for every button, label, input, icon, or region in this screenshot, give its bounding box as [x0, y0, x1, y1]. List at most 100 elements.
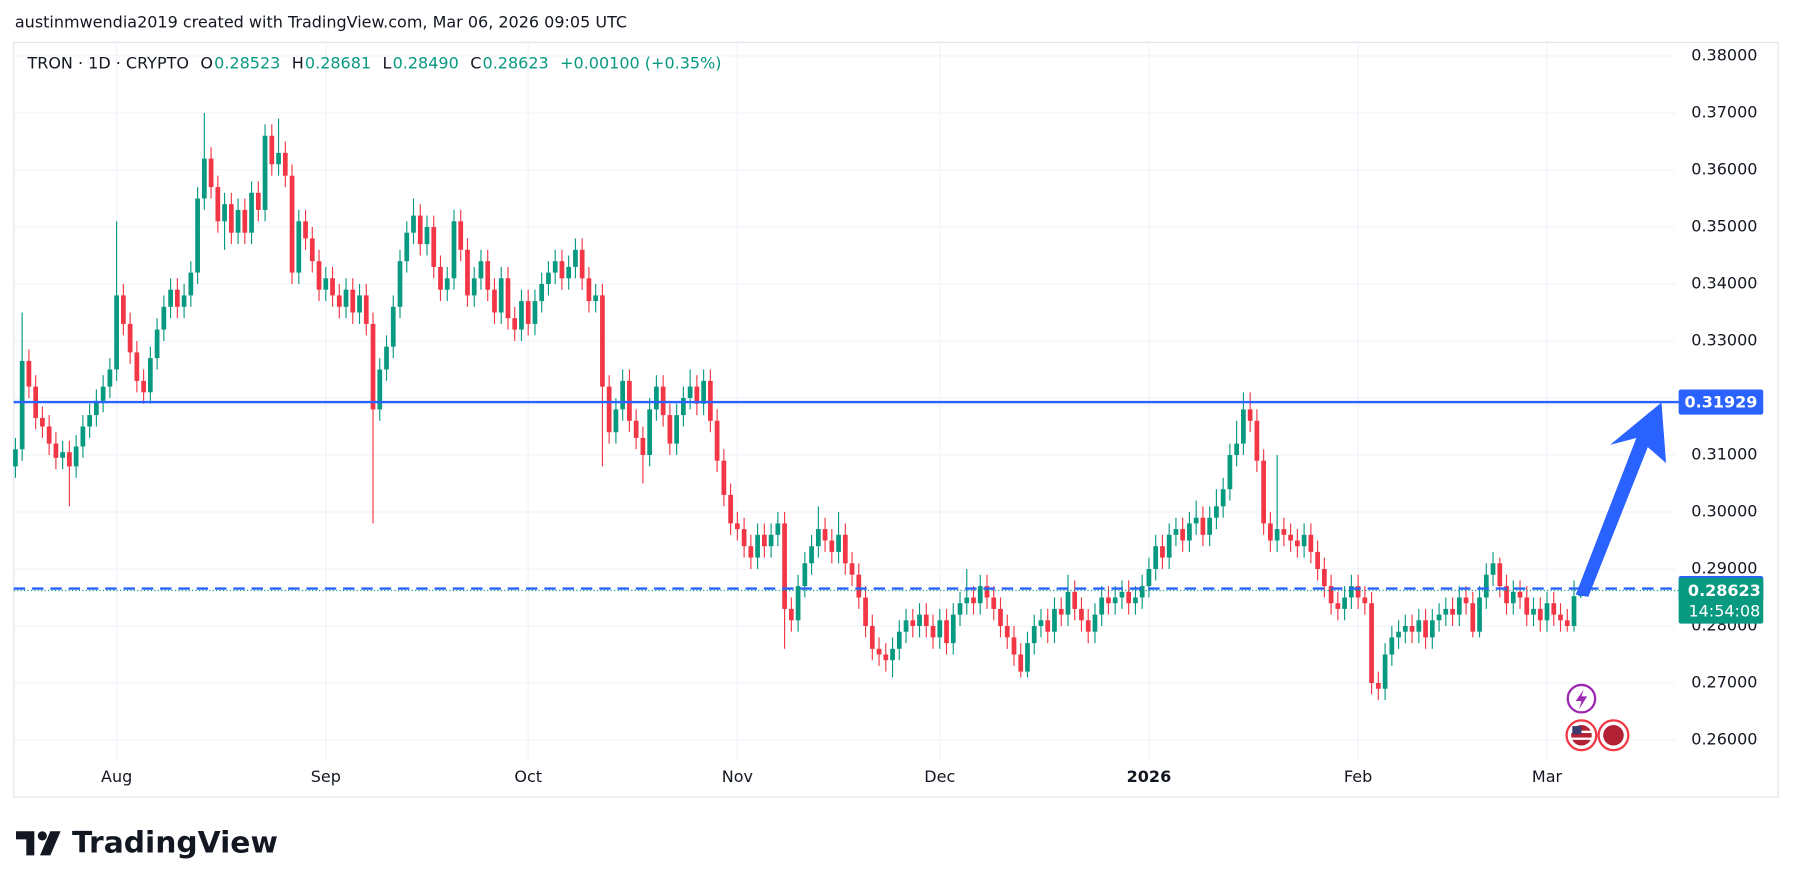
candle-body	[417, 215, 423, 245]
candle-body	[195, 198, 200, 273]
y-tick-label: 0.34000	[1691, 273, 1757, 292]
candle-body	[363, 295, 369, 324]
candle-body	[505, 278, 511, 319]
candle-body	[1207, 517, 1213, 535]
candle-body	[647, 409, 653, 455]
candle-body	[539, 283, 545, 302]
candle-body	[917, 614, 922, 627]
candle-body	[323, 278, 329, 290]
candle-body	[1193, 517, 1199, 524]
candle-body	[552, 261, 558, 273]
legend-value: 0.28523	[214, 54, 280, 73]
candle-body	[694, 386, 700, 404]
candle-body	[633, 420, 639, 438]
candle-body	[1268, 523, 1273, 541]
candle-body	[316, 261, 322, 290]
candle-body	[1153, 546, 1159, 570]
candle-body	[343, 289, 349, 307]
legend-value: 0.28490	[393, 54, 459, 73]
candle-body	[660, 386, 666, 416]
candle-body	[1146, 569, 1152, 587]
candle-body	[674, 415, 679, 444]
candle-body	[788, 608, 794, 621]
candle-body	[1564, 620, 1570, 627]
candle-body	[87, 415, 92, 427]
candle-body	[600, 295, 605, 387]
candle-body	[1497, 563, 1503, 587]
candle-body	[1065, 591, 1071, 615]
candle-body	[438, 266, 443, 290]
candle-body	[1402, 626, 1408, 632]
candle-body	[768, 534, 774, 547]
candle-body	[640, 437, 646, 455]
brand-logo: TradingView	[16, 825, 278, 860]
candle-body	[728, 494, 733, 524]
candle-body	[869, 626, 875, 649]
candle-body	[519, 301, 524, 330]
candle-body	[883, 654, 889, 661]
candle-body	[478, 261, 484, 279]
candle-body	[1220, 489, 1226, 507]
candle-body	[201, 158, 207, 199]
candle-body	[161, 306, 167, 330]
candle-body	[1321, 569, 1327, 587]
candle-body	[1281, 529, 1287, 535]
candle-body	[1234, 443, 1240, 455]
candle-body	[802, 563, 808, 587]
candle-body	[1504, 586, 1509, 604]
candle-body	[141, 380, 146, 393]
candle-body	[525, 301, 531, 324]
candle-body	[1531, 608, 1536, 615]
candle-body	[1483, 574, 1489, 598]
candle-body	[357, 295, 362, 313]
candle-body	[579, 249, 585, 279]
candle-body	[269, 135, 275, 165]
candle-body	[1004, 626, 1010, 638]
candle-body	[80, 426, 86, 447]
candle-body	[100, 386, 106, 401]
chart-frame	[13, 41, 1779, 798]
candle-body	[1551, 603, 1557, 615]
candle-body	[1200, 517, 1206, 535]
candle-body	[303, 221, 308, 239]
candle-body	[46, 426, 52, 444]
candle-body	[1315, 551, 1320, 570]
candle-body	[26, 360, 32, 387]
candle-body	[721, 460, 727, 495]
candle-body	[411, 215, 416, 233]
legend-key: H	[292, 54, 304, 73]
candle-body	[235, 209, 241, 233]
candle-body	[984, 586, 990, 598]
candle-body	[1470, 603, 1476, 632]
legend-change: +0.00100 (+0.35%)	[560, 54, 721, 73]
candle-body	[492, 289, 497, 313]
y-tick-label: 0.27000	[1691, 673, 1757, 692]
candle-body	[1119, 591, 1125, 598]
candle-body	[1160, 546, 1165, 558]
candle-body	[451, 221, 457, 279]
candle-body	[1025, 643, 1030, 672]
candle-body	[667, 415, 673, 444]
candle-body	[822, 529, 828, 541]
last-price-label: 0.28623	[1688, 581, 1761, 600]
candle-body	[1382, 654, 1388, 689]
candle-body	[107, 369, 113, 387]
candle-body	[73, 446, 79, 467]
candle-body	[1180, 529, 1186, 541]
logo-mark	[40, 831, 61, 856]
candle-body	[134, 352, 140, 381]
header: austinmwendia2019 created with TradingVi…	[15, 12, 627, 31]
candle-body	[613, 409, 619, 433]
x-tick-label: Oct	[514, 767, 542, 786]
candle-body	[1308, 534, 1314, 552]
candle-body	[53, 443, 59, 458]
candle-body	[336, 295, 342, 307]
candle-body	[687, 386, 693, 398]
candle-body	[121, 295, 126, 324]
candle-body	[498, 278, 504, 313]
candle-body	[1362, 597, 1368, 604]
logo-mark	[37, 831, 47, 841]
candle-body	[708, 380, 713, 421]
candle-body	[485, 261, 491, 290]
candle-body	[1436, 614, 1442, 621]
